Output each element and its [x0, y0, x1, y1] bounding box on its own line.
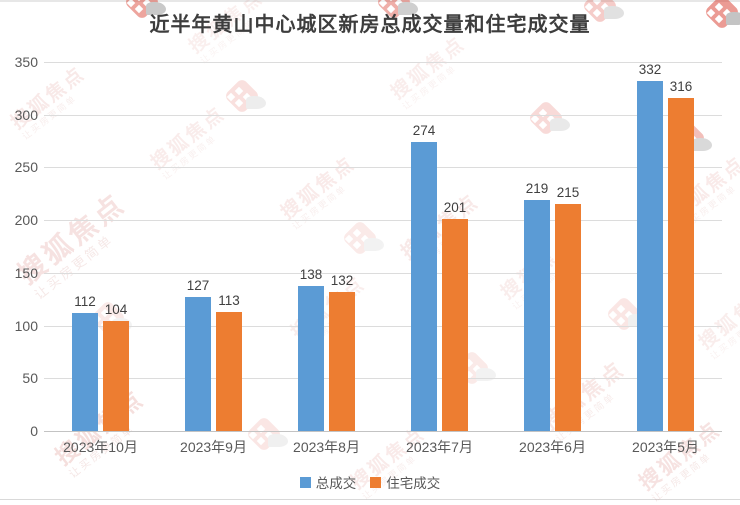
legend: 总成交 住宅成交: [0, 472, 740, 492]
x-axis-label: 2023年10月: [63, 439, 138, 455]
x-axis-label: 2023年9月: [180, 439, 247, 455]
bar: [72, 312, 98, 431]
gridline-350: [44, 62, 722, 63]
bar: [216, 311, 242, 431]
bar-value-label: 112: [74, 293, 96, 309]
bar-column: 127: [185, 62, 211, 431]
bar: [442, 219, 468, 431]
legend-item: 总成交: [299, 472, 357, 492]
gridline-150: [44, 272, 722, 274]
bar-column: 215: [555, 62, 581, 431]
bar-column: 274: [411, 62, 437, 431]
bar-value-label: 274: [412, 123, 436, 139]
bar-value-label: 127: [186, 278, 210, 294]
y-axis-label: 0: [30, 423, 38, 439]
bar-column: 201: [442, 62, 468, 431]
bar-column: 113: [216, 62, 242, 431]
bar-group: 112 104: [44, 62, 157, 431]
gridline-100: [44, 325, 722, 327]
gridline-300: [44, 114, 722, 116]
gridline-0: [44, 431, 722, 432]
bar-column: 112: [72, 62, 98, 431]
x-axis-label: 2023年8月: [293, 439, 360, 455]
bar: [637, 81, 663, 431]
plot-area: 0 50 100 150 200 250 300 350 112 104 127 113 138 132…: [15, 54, 722, 455]
x-axis-labels: 2023年10月 2023年9月 2023年8月 2023年7月 2023年6月 2023…: [44, 437, 722, 457]
legend-swatch: [370, 476, 382, 488]
bar: [524, 200, 550, 431]
bar-group: 127 113: [157, 62, 270, 431]
bar-value-label: 332: [638, 62, 662, 77]
bar-group: 219 215: [496, 62, 609, 431]
bar: [668, 97, 694, 431]
bar-groups: 112 104 127 113 138 132 274 201 219 215 332 316: [44, 62, 722, 431]
bar-group: 138 132: [270, 62, 383, 431]
bar-value-label: 104: [104, 302, 128, 318]
bar: [411, 142, 437, 431]
bar-column: 332: [637, 62, 663, 431]
gridline-250: [44, 167, 722, 169]
bar-group: 274 201: [383, 62, 496, 431]
y-axis-label: 200: [14, 212, 38, 229]
y-axis-label: 350: [14, 54, 38, 70]
bar-value-label: 215: [556, 185, 580, 201]
bar-column: 316: [668, 62, 694, 431]
legend-label: 住宅成交: [386, 476, 441, 491]
y-axis-label: 250: [14, 159, 38, 176]
bar: [103, 321, 129, 431]
bottom-edge-divider: [0, 499, 740, 500]
bar-column: 132: [329, 62, 355, 431]
bar-column: 138: [298, 62, 324, 431]
bar-value-label: 138: [299, 266, 323, 282]
legend-swatch: [299, 476, 311, 488]
bar-column: 104: [103, 62, 129, 431]
bar: [298, 285, 324, 431]
bar-value-label: 113: [218, 292, 240, 308]
bar-value-label: 316: [669, 78, 693, 94]
y-axis-label: 300: [14, 106, 38, 123]
bar-value-label: 219: [525, 181, 549, 197]
x-axis-label: 2023年6月: [519, 439, 586, 455]
bar: [555, 204, 581, 431]
bar: [329, 291, 355, 431]
gridline-200: [44, 220, 722, 222]
gridline-50: [44, 378, 722, 380]
legend-item: 住宅成交: [370, 472, 440, 492]
y-axis-label: 150: [14, 264, 38, 281]
bar-value-label: 201: [443, 200, 467, 216]
y-axis-label: 50: [22, 370, 38, 387]
x-axis-label: 2023年7月: [406, 439, 473, 455]
bar-column: 219: [524, 62, 550, 431]
bar: [185, 297, 211, 431]
chart-title: 近半年黄山中心城区新房总成交量和住宅成交量: [149, 14, 591, 36]
top-edge-divider: [0, 0, 740, 2]
x-axis-label: 2023年5月: [632, 439, 699, 455]
legend-label: 总成交: [315, 476, 357, 491]
y-axis-label: 100: [14, 317, 38, 334]
bar-value-label: 132: [330, 272, 354, 288]
bar-group: 332 316: [609, 62, 722, 431]
